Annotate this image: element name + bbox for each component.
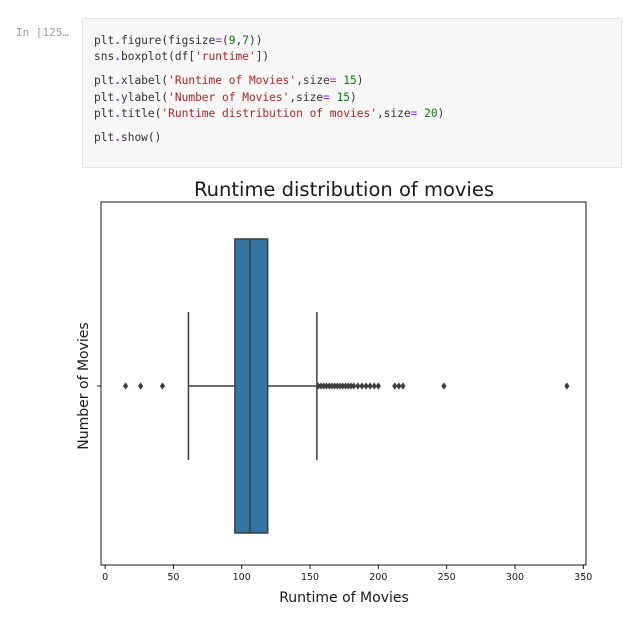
code-token: . [114, 74, 121, 88]
outlier-point [355, 382, 361, 390]
code-token: ,size [289, 90, 324, 104]
code-line: sns.boxplot(df['runtime']) [94, 49, 621, 65]
code-token: , [235, 34, 243, 47]
code-token: 'runtime' [195, 50, 256, 64]
outlier-point [321, 382, 327, 390]
x-tick-label: 100 [233, 572, 251, 583]
code-token: boxplot(df[ [120, 50, 196, 64]
y-axis-label: Number of Movies [76, 322, 92, 449]
code-token: plt [94, 90, 115, 104]
outlier-point [371, 382, 377, 390]
code-token: ]) [255, 50, 270, 64]
outlier-point [400, 382, 406, 390]
code-token: 'Runtime distribution of movies' [161, 106, 377, 120]
outlier-point [345, 382, 351, 390]
outlier-point [315, 382, 321, 390]
code-cell[interactable]: plt.figure(figsize=(9,7)) sns.boxplot(df[… [82, 18, 622, 168]
code-token: plt [94, 106, 115, 120]
code-token: . [114, 90, 121, 104]
code-line: plt.xlabel('Runtime of Movies',size= 15) [94, 73, 621, 89]
code-line [94, 122, 621, 130]
code-token: 15 [343, 74, 357, 88]
x-tick-label: 150 [301, 572, 319, 583]
outlier-point [375, 382, 381, 390]
code-token: 'Runtime of Movies' [168, 74, 297, 88]
outlier-point [326, 382, 332, 390]
code-token: plt [94, 74, 115, 88]
code-token: = [329, 74, 337, 88]
code-line: plt.figure(figsize=(9,7)) [94, 33, 621, 49]
outlier-point [441, 382, 447, 390]
boxplot-chart: Runtime distribution of movies Runtime o… [76, 178, 592, 606]
code-token: )) [249, 34, 263, 47]
code-token [330, 91, 337, 104]
outlier-point [334, 382, 340, 390]
outlier-point [337, 382, 343, 390]
iqr-box [234, 238, 269, 534]
outlier-point [318, 382, 324, 390]
outlier-point [332, 382, 338, 390]
x-tick-label: 300 [506, 572, 524, 583]
x-tick-label: 50 [167, 572, 179, 583]
code-line: plt.show() [94, 130, 621, 146]
outlier-point [159, 382, 166, 390]
outlier-point [396, 382, 402, 390]
chart-output: Runtime distribution of movies Runtime o… [0, 172, 624, 616]
code-editor[interactable]: plt.figure(figsize=(9,7)) sns.boxplot(df[… [83, 19, 621, 146]
code-token: ,size [296, 74, 330, 88]
code-token: ) [356, 74, 364, 88]
code-token: = [410, 106, 418, 120]
code-token: 15 [336, 90, 351, 104]
code-token: sns [94, 50, 115, 64]
outlier-point [340, 382, 346, 390]
code-token: plt [94, 130, 115, 144]
code-token: show() [120, 130, 162, 144]
code-token: 20 [424, 106, 438, 120]
outlier-point [329, 382, 335, 390]
outlier-point [323, 382, 330, 390]
outlier-point [359, 382, 365, 390]
x-tick-label: 0 [102, 572, 108, 583]
code-line: plt.ylabel('Number of Movies',size= 15) [94, 90, 621, 106]
code-token: ylabel( [120, 90, 169, 104]
code-token: . [114, 130, 121, 144]
outlier-point [351, 382, 357, 390]
x-tick-label: 350 [574, 572, 592, 583]
cell-prompt: In [125… [16, 26, 69, 39]
code-token: = [215, 34, 223, 47]
code-line [94, 65, 621, 73]
outlier-point [564, 382, 570, 390]
code-token: 9 [228, 34, 236, 47]
x-tick-label: 200 [369, 572, 387, 583]
code-token: title( [120, 106, 162, 120]
code-token: ,size [376, 106, 411, 120]
outlier-point [122, 382, 129, 390]
x-tick-label: 250 [438, 572, 456, 583]
code-token: . [114, 34, 121, 47]
code-token: ) [437, 106, 445, 120]
code-token: xlabel( [120, 74, 169, 88]
outlier-point [392, 382, 398, 390]
code-token: figure(figsize [120, 34, 216, 47]
code-token: 'Number of Movies' [168, 90, 290, 104]
outlier-point [342, 382, 349, 390]
plot-frame [100, 201, 587, 566]
outlier-point [363, 382, 369, 390]
code-line: plt.title('Runtime distribution of movie… [94, 106, 621, 122]
code-token: 7 [242, 34, 250, 47]
outlier-point [138, 382, 144, 390]
outlier-point [367, 382, 373, 390]
code-token: ) [350, 90, 357, 104]
code-token: . [114, 50, 121, 64]
code-token: . [114, 106, 121, 120]
code-token: ( [222, 34, 229, 47]
code-token: plt [94, 34, 115, 47]
chart-title: Runtime distribution of movies [194, 178, 494, 201]
code-token: = [323, 90, 330, 104]
x-axis-label: Runtime of Movies [279, 590, 409, 606]
outlier-point [348, 382, 354, 390]
